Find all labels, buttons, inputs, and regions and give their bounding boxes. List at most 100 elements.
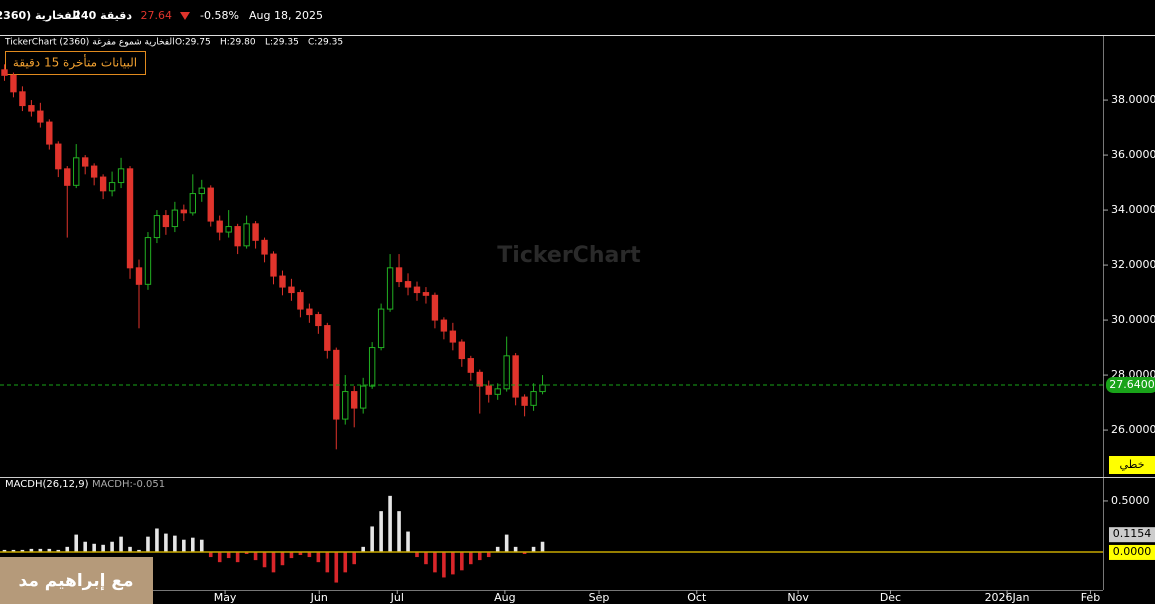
- macd-bar: [451, 551, 455, 575]
- info-open: O:29.75: [175, 38, 211, 48]
- macd-bar: [11, 549, 16, 552]
- macd-bar: [442, 551, 446, 578]
- y-tick-label: 30.0000: [1111, 313, 1155, 326]
- candle-body: [99, 176, 107, 192]
- candle-body: [171, 209, 179, 228]
- candle-body: [64, 168, 71, 186]
- candle-body: [377, 308, 385, 349]
- candle-body: [108, 182, 116, 192]
- value-tag-label: 0.1154: [1113, 527, 1152, 540]
- info-close: C:29.35: [308, 38, 343, 48]
- candle-body: [252, 223, 259, 241]
- x-tick-label: May: [214, 591, 237, 604]
- macd-bar: [173, 535, 177, 552]
- macd-bar: [424, 551, 428, 565]
- macd-bar: [92, 543, 96, 552]
- macd-bar: [217, 551, 222, 563]
- macd-bar: [146, 536, 150, 552]
- credit-box: [0, 557, 153, 604]
- candle-body: [144, 237, 152, 285]
- candle-body: [351, 391, 358, 409]
- macd-bar: [74, 534, 79, 552]
- macd-bar: [208, 551, 213, 558]
- x-tick-label: Oct: [687, 591, 707, 604]
- candle-body: [126, 168, 134, 269]
- x-tick-label: 2026Jan: [985, 591, 1030, 604]
- macd-bar: [433, 551, 437, 573]
- macd-bar: [253, 551, 258, 561]
- candle-body: [413, 286, 421, 294]
- style-tag[interactable]: خطي: [1120, 458, 1145, 471]
- interval: 240 دقيقة: [73, 9, 132, 22]
- macd-bar: [271, 551, 276, 573]
- macd-bar: [468, 551, 473, 565]
- macd-bar: [110, 541, 114, 552]
- macd-bar: [83, 541, 87, 552]
- macd-bar: [504, 534, 509, 552]
- macd-bar: [119, 536, 123, 552]
- macd-bar: [513, 546, 518, 552]
- candle-body: [449, 330, 457, 343]
- credit: مع إبراهيم مد: [19, 571, 134, 591]
- candle-body: [55, 143, 62, 170]
- candle-body: [431, 294, 439, 321]
- candle-body: [261, 239, 268, 255]
- candle-body: [440, 319, 448, 332]
- info-source: TickerChart (2360) الفخارية شموع مفرغة: [4, 38, 175, 48]
- candle-body: [117, 168, 125, 184]
- watermark: TickerChart: [497, 243, 641, 268]
- x-tick-label: Aug: [494, 591, 515, 604]
- macd-bar: [38, 548, 43, 552]
- last-price-label: 27.6400: [1109, 378, 1155, 391]
- candle-body: [73, 157, 80, 186]
- macd-bar: [406, 531, 410, 552]
- candle-body: [28, 105, 35, 112]
- candle-body: [288, 286, 295, 294]
- candle-body: [46, 121, 53, 145]
- macd-bar: [2, 549, 7, 552]
- macd-bar: [361, 546, 365, 552]
- x-tick-label: Feb: [1081, 591, 1100, 604]
- candle-body: [37, 110, 44, 123]
- y-tick-label: 34.0000: [1111, 203, 1155, 216]
- macd-bar: [298, 551, 303, 556]
- macd-bar: [307, 551, 312, 558]
- candle-body: [225, 226, 232, 233]
- candle-body: [216, 220, 223, 233]
- x-tick-label: Jul: [390, 591, 404, 604]
- macd-bar: [182, 539, 186, 552]
- candle-body: [422, 292, 430, 296]
- candle-body: [82, 157, 89, 167]
- macd-bar: [101, 544, 105, 552]
- value-tag-label: 0.0000: [1113, 545, 1152, 558]
- candle-body: [180, 209, 188, 214]
- date: Aug 18, 2025: [249, 9, 323, 22]
- value-tag: [1109, 544, 1155, 560]
- macd-bar: [531, 546, 536, 552]
- macd-bar: [495, 546, 500, 552]
- candle-body: [458, 341, 466, 360]
- macd-bar: [325, 551, 330, 573]
- macd-bar: [280, 551, 285, 566]
- candle-body: [153, 215, 161, 239]
- macd-bar: [47, 548, 52, 552]
- candle-body: [162, 215, 170, 228]
- candle-body: [189, 193, 196, 214]
- macd-bar: [460, 551, 464, 571]
- macd-bar: [540, 541, 545, 552]
- macd-bar: [316, 551, 321, 563]
- macd-bar: [191, 537, 195, 552]
- y-tick-label: 38.0000: [1111, 93, 1155, 106]
- macd-bar: [20, 549, 25, 552]
- header-bar: [0, 0, 1155, 35]
- macd-bar: [155, 528, 159, 552]
- style-tag-box[interactable]: [1109, 456, 1155, 474]
- y-tick-label: 36.0000: [1111, 148, 1155, 161]
- macd-bar: [29, 548, 34, 552]
- macd-bar: [522, 551, 527, 554]
- delay-box: [5, 51, 146, 75]
- candle-body: [539, 384, 546, 393]
- macd-bar: [137, 549, 141, 552]
- y-tick-label: 32.0000: [1111, 258, 1155, 271]
